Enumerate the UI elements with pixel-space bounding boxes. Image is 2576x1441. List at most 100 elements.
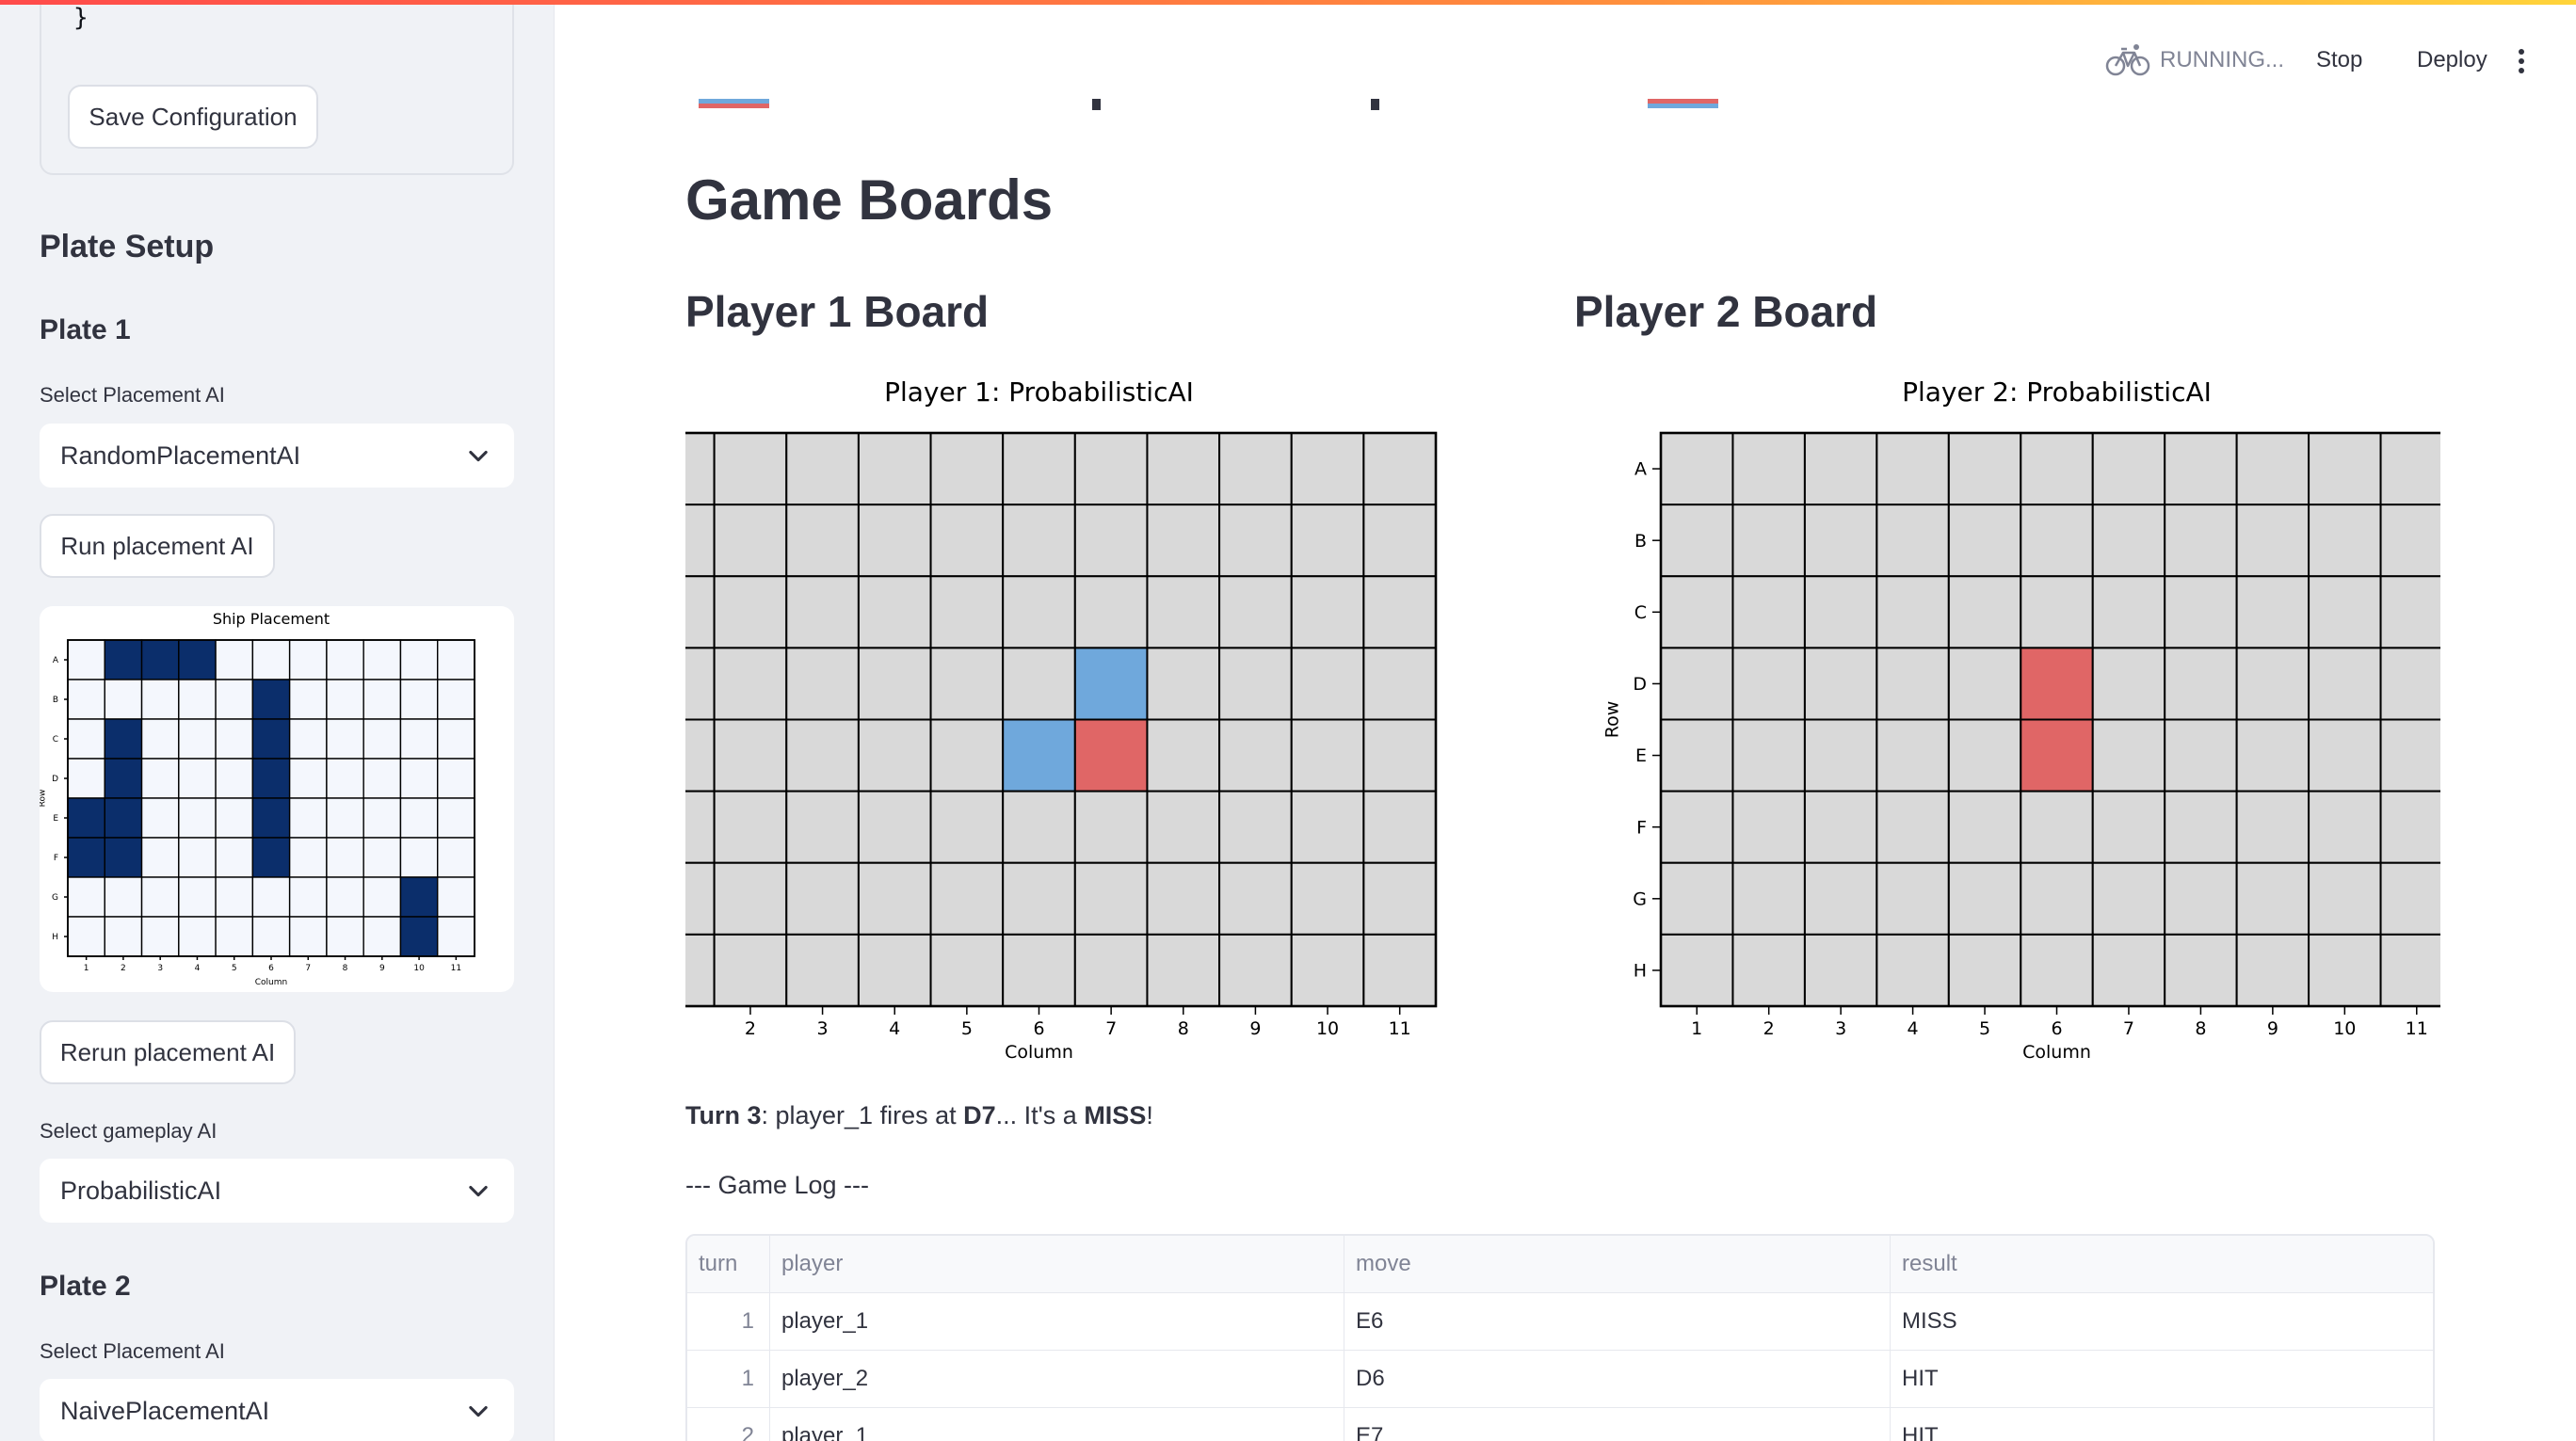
rerun-placement-button[interactable]: Rerun placement AI	[40, 1020, 296, 1084]
grid-cell-c1	[1660, 575, 1734, 649]
grid-cell-b4	[857, 504, 932, 578]
page-title: Game Boards	[685, 168, 1054, 232]
row-tick-label: G	[1633, 889, 1647, 909]
grid-cell-c7	[1073, 575, 1149, 649]
grid-cell-c1	[641, 575, 716, 649]
plate1-placement-select[interactable]: RandomPlacementAI	[40, 424, 514, 488]
column-tick-label: 8	[343, 964, 348, 973]
grid-cell-a4-ship	[178, 639, 217, 680]
y-axis-label: Row	[40, 790, 48, 808]
deploy-button[interactable]: Deploy	[2417, 47, 2487, 72]
grid-cell-e5	[215, 797, 254, 839]
grid-cell-g4	[178, 876, 217, 918]
grid-cell-h10	[2308, 933, 2382, 1007]
grid-cell-d7	[288, 758, 328, 799]
grid-cell-h6	[1002, 933, 1076, 1007]
plate2-placement-select[interactable]: NaivePlacementAI	[40, 1379, 514, 1441]
grid-cell-d11	[437, 758, 475, 799]
grid-cell-c5	[1947, 575, 2022, 649]
grid-cell-c8	[326, 718, 364, 760]
grid-cell-b10	[2308, 504, 2382, 578]
grid-cell-d9	[362, 758, 402, 799]
grid-cell-b6	[2020, 504, 2094, 578]
grid-cell-g1	[67, 876, 105, 918]
grid-cell-h1	[1660, 933, 1734, 1007]
table-row[interactable]: 1 player_2 D6 HIT	[687, 1351, 2433, 1408]
plate1-gameplay-select[interactable]: ProbabilisticAI	[40, 1159, 514, 1223]
grid-cell-f4	[857, 790, 932, 864]
game-log-table[interactable]: turn player move result 1 player_1 E6 MI…	[685, 1234, 2435, 1441]
row-tick-label: F	[54, 854, 58, 863]
grid-cell-d4	[178, 758, 217, 799]
column-header[interactable]: player	[770, 1236, 1344, 1292]
grid-cell-b7	[288, 679, 328, 720]
plate1-gameplay-label: Select gameplay AI	[40, 1119, 217, 1143]
grid-cell-d2	[713, 647, 788, 721]
column-tick-label: 7	[1105, 1018, 1117, 1039]
grid-cell-f10	[399, 837, 439, 878]
grid-cell-c9	[1218, 575, 1293, 649]
column-tick-label: 3	[157, 964, 163, 973]
table-cell: E6	[1344, 1293, 1891, 1350]
grid-cell-g4	[857, 861, 932, 936]
column-header[interactable]: result	[1902, 1251, 1957, 1276]
chevron-down-icon	[469, 1185, 488, 1197]
grid-cell-e6-miss	[1002, 718, 1076, 793]
grid-cell-g1	[1660, 861, 1734, 936]
grid-cell-g4	[1876, 861, 1950, 936]
grid-cell-c11	[437, 718, 475, 760]
plate-setup-title: Plate Setup	[40, 229, 215, 264]
table-row[interactable]: 2 player_1 E7 HIT	[687, 1408, 2433, 1441]
grid-cell-d4	[857, 647, 932, 721]
column-header[interactable]: turn	[687, 1236, 770, 1292]
grid-cell-a10	[1290, 432, 1365, 506]
grid-cell-f8	[326, 837, 364, 878]
column-tick-label: 10	[1316, 1018, 1339, 1039]
column-header[interactable]: move	[1344, 1236, 1891, 1292]
run-placement-button[interactable]: Run placement AI	[40, 514, 275, 578]
grid-cell-g11	[437, 876, 475, 918]
grid-cell-a2	[713, 432, 788, 506]
grid-cell-f1-ship	[67, 837, 105, 878]
row-tick-label: H	[1634, 961, 1647, 982]
grid-cell-e4	[857, 718, 932, 793]
grid-cell-d9	[2235, 647, 2310, 721]
grid-cell-e5	[1947, 718, 2022, 793]
grid-cell-d7-miss	[1073, 647, 1149, 721]
grid-cell-a1	[641, 432, 716, 506]
plate2-placement-value: NaivePlacementAI	[60, 1396, 270, 1425]
grid-cell-g3	[785, 861, 860, 936]
grid-cell-g9	[362, 876, 402, 918]
table-row[interactable]: 1 player_1 E6 MISS	[687, 1293, 2433, 1351]
grid-cell-a10	[2308, 432, 2382, 506]
grid-cell-a8	[2164, 432, 2238, 506]
grid-cell-b7	[1073, 504, 1149, 578]
grid-cell-e1-ship	[67, 797, 105, 839]
grid-cell-g7	[2091, 861, 2166, 936]
grid-cell-f4	[178, 837, 217, 878]
table-cell: 1	[687, 1351, 770, 1407]
grid-cell-h7	[1073, 933, 1149, 1007]
plate1-gameplay-value: ProbabilisticAI	[60, 1176, 222, 1205]
grid-cell-b11	[437, 679, 475, 720]
turn-text: : player_1 fires at	[761, 1101, 964, 1129]
grid-cell-a7	[1073, 432, 1149, 506]
grid-cell-a7	[2091, 432, 2166, 506]
x-axis-label: Column	[2022, 1042, 2091, 1063]
grid-cell-a9	[2235, 432, 2310, 506]
grid-cell-a1	[67, 639, 105, 680]
kebab-menu-icon[interactable]	[2512, 47, 2531, 75]
grid-cell-a2	[1731, 432, 1806, 506]
grid-cell-d6-ship	[251, 758, 291, 799]
grid-cell-b2	[1731, 504, 1806, 578]
stop-button[interactable]: Stop	[2316, 47, 2363, 72]
grid-cell-e1	[641, 718, 716, 793]
save-configuration-button[interactable]: Save Configuration	[68, 85, 318, 149]
grid-cell-d6	[1002, 647, 1076, 721]
grid-cell-c2-ship	[104, 718, 143, 760]
grid-cell-a9	[362, 639, 402, 680]
grid-cell-e9	[1218, 718, 1293, 793]
grid-cell-d2	[1731, 647, 1806, 721]
grid-cell-d7	[2091, 647, 2166, 721]
grid-cell-h4	[178, 916, 217, 957]
